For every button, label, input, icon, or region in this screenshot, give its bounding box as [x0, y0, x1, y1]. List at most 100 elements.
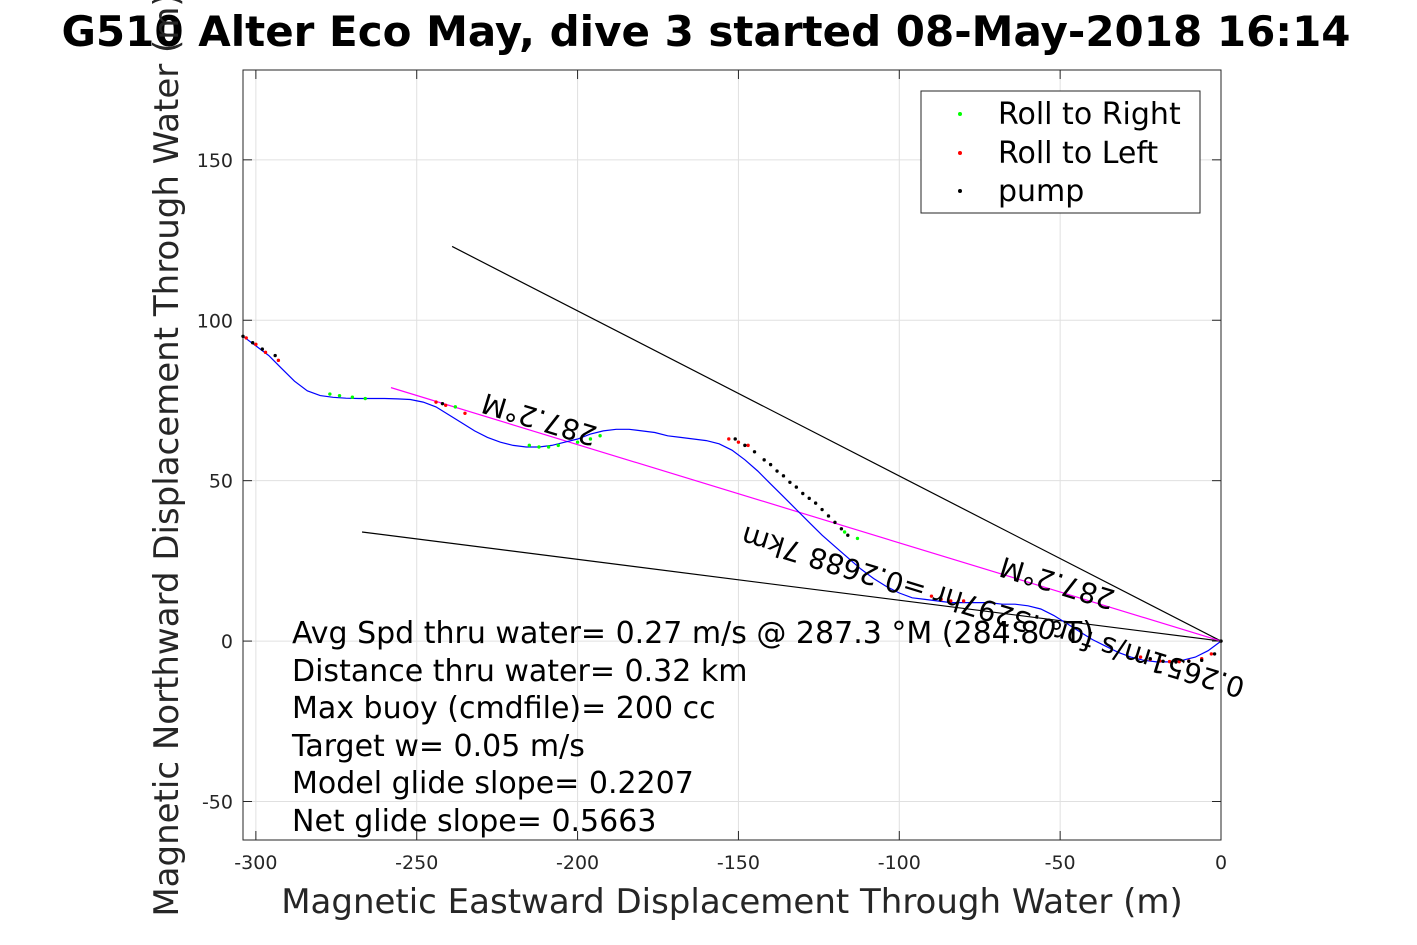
plot-area [242, 69, 1222, 841]
pump-point [794, 485, 799, 489]
legend-box [920, 90, 1201, 214]
stat-target-w: Target w= 0.05 m/s [291, 729, 585, 764]
roll-left-point [1177, 659, 1181, 664]
y-tick-label: 50 [209, 471, 233, 493]
heading-line-lower [361, 531, 1222, 642]
track-markers [241, 334, 1223, 664]
roll-left-point [1209, 652, 1214, 656]
x-tick-label: -50 [1045, 852, 1076, 874]
roll-left-point [746, 443, 750, 448]
roll-left-point [1167, 659, 1172, 664]
roll-left-point [736, 440, 741, 444]
y-tick-label: -50 [202, 792, 233, 814]
roll-right-point [556, 443, 560, 448]
pump-point [833, 520, 837, 525]
roll-right-point [453, 405, 458, 409]
pump-point [781, 474, 786, 478]
legend-marker-roll-right [958, 112, 962, 116]
pump-point [250, 341, 255, 345]
roll-left-point [254, 342, 258, 347]
pump-point [752, 450, 757, 454]
roll-right-point [842, 530, 847, 534]
roll-right-point [575, 440, 580, 444]
x-tick-label: -200 [556, 852, 599, 874]
roll-left-point [434, 400, 438, 404]
legend-marker-roll-left [958, 151, 962, 155]
roll-right-point [598, 434, 602, 438]
pump-point [807, 496, 811, 501]
stat-max-buoy: Max buoy (cmdfile)= 200 cc [292, 691, 716, 726]
pump-point [1187, 659, 1191, 663]
roll-left-point [929, 594, 934, 598]
pump-point [440, 401, 445, 406]
legend-label-pump: pump [998, 174, 1084, 209]
pump-point [1199, 658, 1204, 663]
pump-point [1161, 659, 1165, 663]
roll-left-point [244, 336, 248, 340]
roll-right-point [527, 443, 532, 448]
stat-distance: Distance thru water= 0.32 km [292, 654, 747, 689]
pump-point [775, 469, 779, 473]
x-tick-label: -250 [395, 852, 438, 874]
legend: Roll to Right Roll to Left pump [920, 90, 1201, 214]
y-tick-label: 150 [197, 150, 233, 172]
roll-left-point [1138, 655, 1143, 659]
pump-point [1174, 660, 1178, 664]
roll-left-point [1158, 659, 1162, 663]
legend-label-roll-left: Roll to Left [998, 136, 1158, 171]
roll-right-point [537, 445, 541, 449]
pump-point [813, 501, 818, 505]
axes-box [242, 69, 1222, 841]
roll-left-point [276, 358, 281, 363]
stat-net-glide-slope: Net glide slope= 0.5663 [292, 804, 656, 839]
pump-point [768, 462, 773, 467]
roll-right-point [363, 396, 367, 401]
y-tick-label: 0 [221, 631, 233, 653]
pump-point [839, 527, 844, 531]
roll-right-point [350, 395, 355, 399]
pump-point [762, 458, 766, 462]
roll-right-point [337, 393, 342, 398]
roll-left-point [939, 597, 943, 602]
legend-label-roll-right: Roll to Right [998, 97, 1181, 132]
x-tick-label: 0 [1215, 852, 1227, 874]
pump-point [846, 533, 850, 537]
legend-marker-pump [958, 189, 962, 193]
pump-point [733, 437, 737, 441]
roll-left-point [463, 411, 467, 415]
x-tick-label: -100 [878, 852, 921, 874]
dive-track [242, 335, 1222, 663]
roll-left-point [949, 599, 953, 603]
y-axis-label: Magnetic Northward Displacement Through … [147, 0, 187, 917]
chart-title: G510 Alter Eco May, dive 3 started 08-Ma… [61, 7, 1350, 56]
x-axis-label: Magnetic Eastward Displacement Through W… [281, 882, 1183, 922]
roll-left-point [443, 403, 448, 407]
roll-right-point [588, 437, 593, 441]
roll-right-point [855, 536, 860, 541]
pump-point [788, 480, 792, 484]
pump-point [801, 491, 805, 496]
x-tick-label: -150 [717, 852, 760, 874]
roll-right-point [328, 392, 332, 396]
y-tick-label: 100 [197, 310, 233, 332]
pump-point [241, 334, 245, 338]
tick-labels: -300 -250 -200 -150 -100 -50 0 -50 0 50 100 150 [197, 70, 1227, 874]
pump-point [1212, 652, 1217, 656]
pump-point [820, 507, 824, 512]
roll-left-point [263, 350, 268, 355]
pump-point [260, 347, 265, 351]
average-track-line [390, 387, 1222, 642]
pump-point [826, 514, 831, 518]
dive-statistics: Avg Spd thru water= 0.27 m/s @ 287.3 °M … [291, 616, 1094, 839]
pump-point [1148, 657, 1152, 661]
stat-avg-speed: Avg Spd thru water= 0.27 m/s @ 287.3 °M … [292, 616, 1094, 651]
pump-point [273, 353, 277, 358]
stat-model-glide-slope: Model glide slope= 0.2207 [292, 766, 694, 801]
track-line [242, 335, 1222, 663]
reference-lines [361, 245, 1222, 642]
x-tick-label: -300 [234, 852, 277, 874]
roll-left-point [727, 437, 731, 441]
pump-point [743, 443, 747, 448]
roll-left-point [961, 599, 966, 603]
